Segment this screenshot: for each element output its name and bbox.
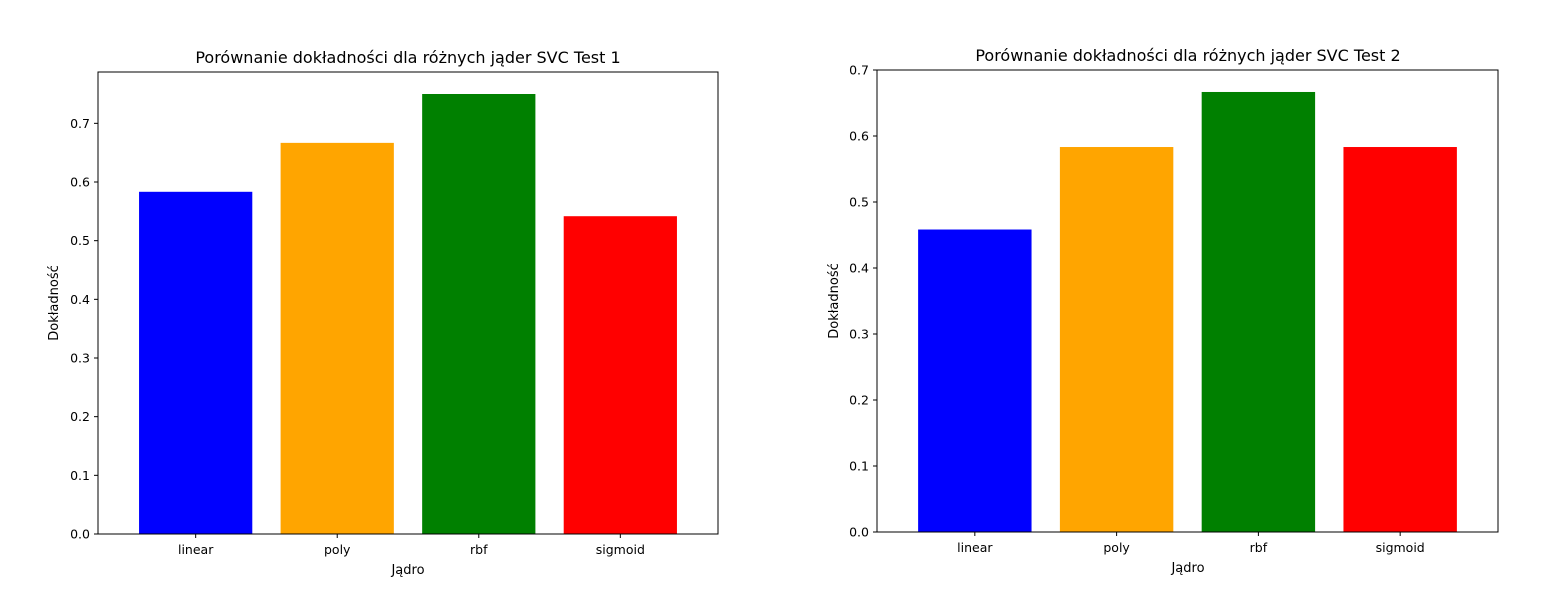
y-axis-label: Dokładność: [47, 265, 62, 341]
y-tick-label: 0.1: [849, 459, 869, 474]
chart-title: Porównanie dokładności dla różnych jąder…: [195, 48, 620, 67]
y-tick-label: 0.4: [70, 292, 90, 307]
y-tick-label: 0.3: [849, 327, 869, 342]
y-ticks: 0.0 0.1 0.2 0.3 0.4 0.5 0.6 0.7: [849, 63, 877, 540]
y-axis-label: Dokładność: [827, 263, 842, 339]
x-tick-label: linear: [178, 542, 214, 557]
x-tick-label: linear: [957, 540, 993, 555]
chart-test-1: Porównanie dokładności dla różnych jąder…: [47, 48, 719, 578]
bar-poly: [280, 142, 394, 535]
x-axis-label: Jądro: [390, 563, 424, 578]
x-tick-label: rbf: [1250, 540, 1268, 555]
y-tick-label: 0.6: [849, 129, 869, 144]
y-tick-label: 0.3: [70, 351, 90, 366]
y-tick-label: 0.4: [849, 261, 869, 276]
plot-frame: [97, 71, 719, 535]
bars: [918, 91, 1457, 532]
y-tick-label: 0.0: [849, 525, 869, 540]
bar-rbf: [1201, 91, 1316, 532]
bar-sigmoid: [563, 216, 677, 534]
chart-test-2: Porównanie dokładności dla różnych jąder…: [827, 46, 1499, 576]
y-ticks: 0.0 0.1 0.2 0.3 0.4 0.5 0.6 0.7: [70, 116, 98, 542]
y-tick-label: 0.7: [849, 63, 869, 78]
y-tick-label: 0.7: [70, 116, 90, 131]
x-tick-label: sigmoid: [1376, 540, 1425, 555]
x-ticks: linear poly rbf sigmoid: [178, 534, 645, 557]
bar-poly: [1059, 147, 1174, 532]
chart-title: Porównanie dokładności dla różnych jąder…: [975, 46, 1400, 65]
y-tick-label: 0.6: [70, 175, 90, 190]
x-axis-label: Jądro: [1170, 561, 1204, 576]
bar-linear: [139, 191, 253, 534]
plot-frame: [876, 69, 1499, 533]
x-tick-label: rbf: [470, 542, 488, 557]
bars: [139, 94, 677, 535]
y-tick-label: 0.5: [849, 195, 869, 210]
bar-rbf: [422, 94, 536, 534]
x-tick-label: poly: [324, 542, 351, 557]
bar-sigmoid: [1343, 147, 1457, 532]
y-tick-label: 0.0: [70, 527, 90, 542]
y-tick-label: 0.2: [849, 393, 869, 408]
x-tick-label: poly: [1103, 540, 1130, 555]
y-tick-label: 0.1: [70, 468, 90, 483]
x-ticks: linear poly rbf sigmoid: [957, 532, 1425, 555]
y-tick-label: 0.5: [70, 233, 90, 248]
y-tick-label: 0.2: [70, 409, 90, 424]
x-tick-label: sigmoid: [596, 542, 645, 557]
bar-linear: [918, 229, 1032, 532]
